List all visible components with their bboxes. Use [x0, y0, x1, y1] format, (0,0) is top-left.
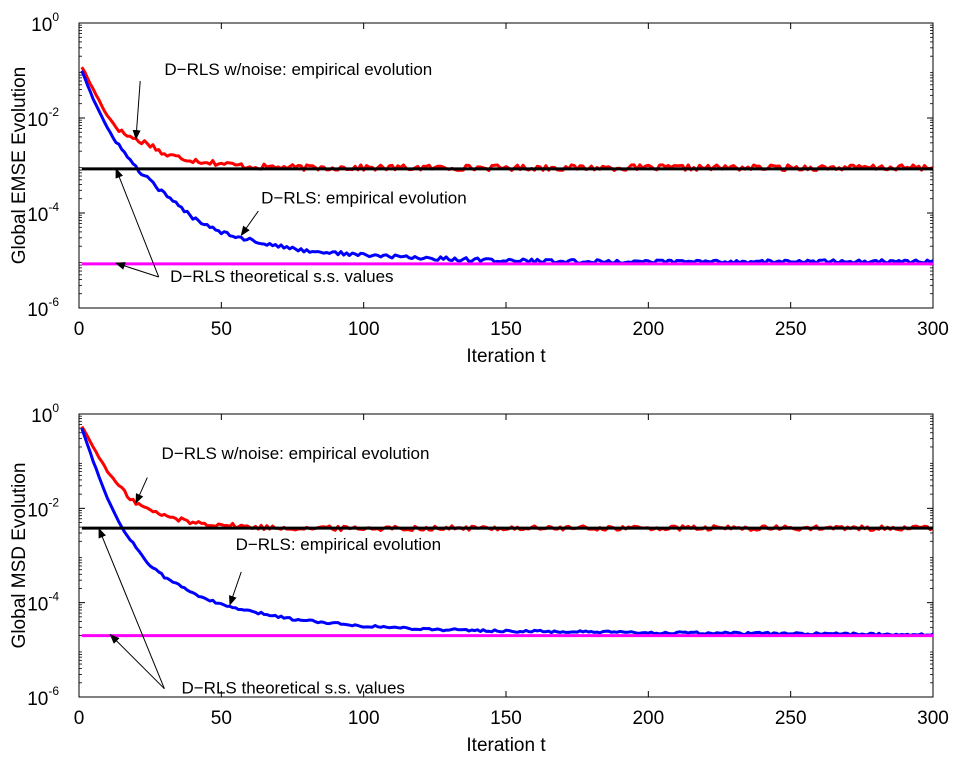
msd-annotation-arrow: [98, 527, 165, 689]
msd-ytick-label: 10-4: [27, 590, 59, 616]
emse-annotation-arrow: [132, 81, 141, 141]
msd-ytick-label: 100: [31, 401, 59, 427]
msd-xtick-label: 250: [775, 708, 807, 729]
emse-ytick-label: 10-4: [27, 200, 59, 226]
msd-annotation-drls: D−RLS: empirical evolution: [236, 535, 442, 554]
msd-xtick-label: 150: [490, 708, 522, 729]
msd-xtick-label: 50: [211, 708, 232, 729]
emse-x-axis-label: Iteration t: [466, 346, 546, 367]
emse-xtick-label: 300: [917, 319, 949, 340]
msd-annotation-arrow: [229, 571, 242, 606]
msd-ytick-label: 10-2: [27, 495, 59, 521]
emse-ytick-label: 10-2: [27, 105, 59, 131]
emse-annotation-drls: D−RLS: empirical evolution: [261, 188, 467, 207]
emse-xtick-label: 50: [211, 319, 232, 340]
emse-annotation-arrow: [240, 210, 259, 237]
emse-series-noise: [80, 66, 934, 172]
emse-chart-panel: 0 50 100 150 200 250 300 100 10-2 10-4 10-6 Iterati…: [9, 10, 949, 367]
emse-annotation-arrow: [115, 262, 159, 278]
msd-annotation-theory: D−RLS theoretical s.s. values: [181, 678, 404, 697]
msd-xtick-label: 0: [74, 708, 85, 729]
msd-annotation-arrow: [109, 633, 165, 690]
msd-series-drls: [80, 427, 934, 637]
emse-annotation-noise: D−RLS w/noise: empirical evolution: [164, 60, 432, 79]
emse-y-axis-label: Global EMSE Evolution: [9, 67, 30, 265]
msd-xtick-label: 200: [632, 708, 664, 729]
emse-xtick-label: 100: [348, 319, 380, 340]
msd-y-axis-label: Global MSD Evolution: [9, 463, 30, 649]
msd-ytick-label: 10-6: [27, 684, 59, 710]
emse-xtick-label: 0: [74, 319, 85, 340]
emse-xtick-label: 200: [632, 319, 664, 340]
msd-xtick-label: 100: [348, 708, 380, 729]
msd-chart-panel: 0 50 100 150 200 250 300 100 10-2 10-4 10-6 Iterati…: [9, 401, 949, 756]
emse-ytick-label: 100: [31, 10, 59, 36]
emse-xtick-label: 250: [775, 319, 807, 340]
msd-xtick-label: 300: [917, 708, 949, 729]
msd-series-noise: [80, 425, 934, 532]
emse-annotation-arrow: [115, 167, 160, 278]
msd-annotation-noise: D−RLS w/noise: empirical evolution: [162, 444, 430, 463]
msd-x-axis-label: Iteration t: [466, 735, 546, 756]
msd-annotation-arrow: [135, 477, 148, 504]
emse-ytick-label: 10-6: [27, 295, 59, 321]
emse-series-drls: [80, 70, 934, 265]
emse-xtick-label: 150: [490, 319, 522, 340]
emse-annotation-theory: D−RLS theoretical s.s. values: [170, 267, 393, 286]
